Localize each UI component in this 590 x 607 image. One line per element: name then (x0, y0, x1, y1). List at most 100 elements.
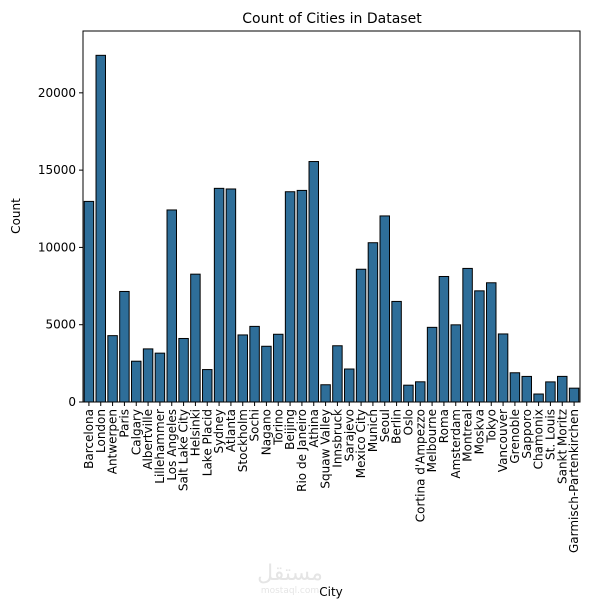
y-tick-label: 10000 (38, 240, 76, 254)
plot-frame (82, 30, 581, 403)
x-tick-label: Helsinki (188, 409, 202, 456)
x-tick-label: Sapporo (520, 409, 534, 459)
x-tick-label: Atlanta (224, 409, 238, 452)
x-tick-label: Sankt Moritz (555, 409, 569, 484)
bar-garmisch-partenkirchen (568, 387, 580, 403)
bar-lake-placid (202, 369, 213, 403)
bar-barcelona (83, 200, 95, 403)
bar-st-louis (545, 381, 556, 403)
bar-atlanta (225, 188, 237, 403)
bar-torino (273, 333, 284, 403)
bar-moskva (474, 290, 485, 403)
bar-london (95, 54, 106, 403)
x-tick-label: Lake Placid (200, 409, 214, 476)
x-tick-label: Amsterdam (449, 409, 463, 479)
bar-calgary (131, 360, 142, 403)
bar-amsterdam (450, 324, 461, 403)
x-tick-label: Melbourne (425, 409, 439, 472)
y-tick-label: 5000 (45, 318, 76, 332)
y-axis: 0 5000 10000 15000 20000 (38, 86, 83, 409)
x-axis-title: City (319, 585, 343, 599)
x-tick-label: Moskva (472, 409, 486, 454)
x-tick-label: Montreal (461, 409, 475, 462)
bar-sarajevo (344, 368, 355, 403)
bar-sydney (213, 187, 225, 403)
bar-innsbruck (332, 345, 343, 403)
x-tick-label: Athina (307, 409, 321, 448)
bar-helsinki (190, 273, 201, 403)
bar-montreal (462, 267, 473, 403)
bar-antwerpen (107, 335, 118, 403)
x-tick-label: Salt Lake City (177, 409, 191, 491)
bar-oslo (403, 384, 414, 403)
bar-paris (119, 290, 130, 403)
y-tick-label: 20000 (38, 86, 76, 100)
bars-group (83, 54, 580, 403)
x-axis: BarcelonaLondonAntwerpenParisCalgaryAlbe… (82, 402, 581, 553)
bar-rio-de-janeiro (296, 189, 308, 403)
x-tick-label: Sochi (248, 409, 262, 442)
bar-melbourne (426, 326, 438, 403)
bar-grenoble (509, 372, 521, 403)
bar-berlin (391, 300, 402, 403)
x-tick-label: London (94, 409, 108, 453)
x-tick-label: Sarajevo (342, 409, 356, 461)
x-tick-label: Oslo (401, 409, 415, 435)
x-tick-label: Los Angeles (165, 409, 179, 481)
y-axis-title: Count (9, 198, 23, 234)
x-tick-label: Barcelona (82, 409, 96, 469)
x-tick-label: Beijing (283, 409, 297, 450)
bar-roma (438, 275, 450, 403)
x-tick-label: St. Louis (543, 409, 557, 460)
bar-stockholm (237, 334, 248, 403)
watermark: مستقل mostaql.com (257, 561, 323, 596)
x-tick-label: Paris (117, 409, 131, 438)
x-tick-label: Lillehammer (153, 409, 167, 484)
x-tick-label: Calgary (129, 409, 143, 455)
watermark-site: mostaql.com (261, 586, 319, 596)
bar-salt-lake-city (178, 337, 189, 403)
x-tick-label: Tokyo (484, 409, 498, 444)
x-tick-label: Innsbruck (330, 409, 344, 468)
x-tick-label: Munich (366, 409, 380, 452)
bar-tokyo (486, 282, 497, 403)
bar-beijing (284, 191, 296, 403)
x-tick-label: Garmisch-Partenkirchen (567, 409, 581, 553)
x-tick-label: Antwerpen (106, 409, 120, 474)
bar-squaw-valley (320, 384, 331, 403)
bar-sochi (249, 325, 260, 403)
x-tick-label: Stockholm (236, 409, 250, 472)
bar-mexico-city (355, 268, 367, 403)
bar-sapporo (521, 375, 532, 403)
bar-munich (367, 242, 379, 403)
bar-cortina-d-ampezzo (415, 381, 426, 403)
bar-lillehammer (154, 352, 166, 403)
x-tick-label: Chamonix (532, 409, 546, 469)
y-tick-label: 15000 (38, 163, 76, 177)
x-tick-label: Grenoble (508, 409, 522, 464)
x-tick-label: Cortina d'Ampezzo (413, 409, 427, 522)
x-tick-label: Mexico City (354, 409, 368, 478)
x-tick-label: Rio de Janeiro (295, 409, 309, 492)
chart-title: Count of Cities in Dataset (242, 11, 422, 27)
x-tick-label: Squaw Valley (319, 409, 333, 489)
x-tick-label: Nagano (259, 409, 273, 455)
bar-albertville (142, 348, 154, 403)
x-tick-label: Albertville (141, 409, 155, 470)
x-tick-label: Roma (437, 409, 451, 443)
bar-los-angeles (166, 209, 177, 403)
bar-seoul (379, 215, 390, 403)
x-tick-label: Berlin (390, 409, 404, 444)
x-tick-label: Sydney (212, 409, 226, 453)
bar-chamonix (533, 393, 544, 403)
bar-athina (308, 161, 319, 403)
y-tick-label: 0 (68, 395, 76, 409)
bar-vancouver (497, 333, 509, 403)
x-tick-label: Seoul (378, 409, 392, 442)
bar-nagano (261, 345, 272, 403)
x-tick-label: Torino (271, 409, 285, 446)
watermark-logo: مستقل (257, 561, 323, 586)
x-tick-label: Vancouver (496, 409, 510, 472)
bar-sankt-moritz (557, 375, 568, 403)
